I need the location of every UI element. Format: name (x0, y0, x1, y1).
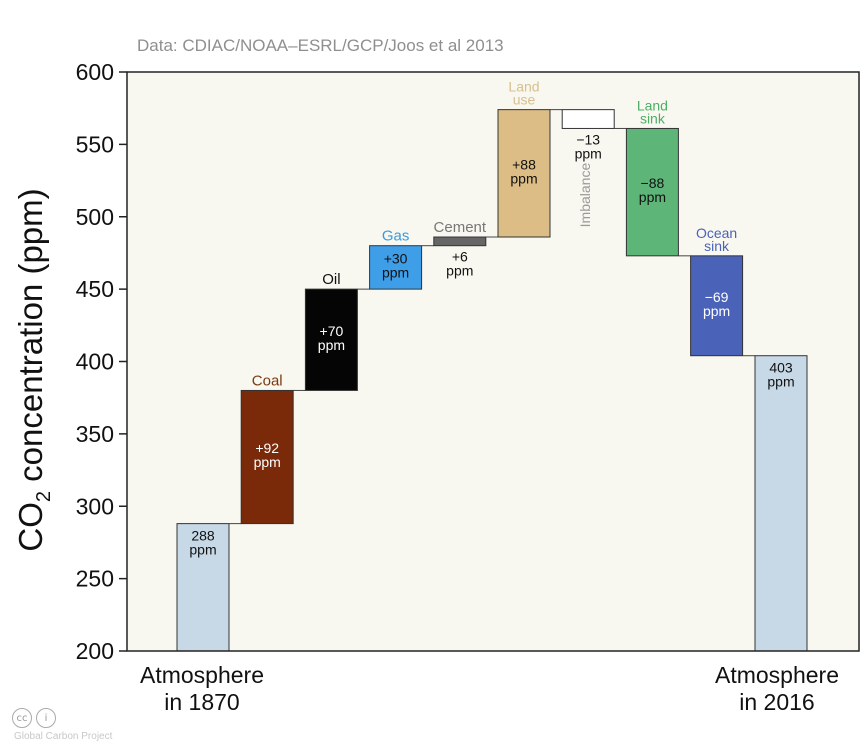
bar-category-label: Ocean sink (696, 225, 737, 254)
bar-8 (625, 127, 679, 257)
x-label-end-line1: Atmosphere (714, 662, 839, 688)
bar-value-label: 403 ppm (767, 360, 794, 390)
bars: 288 ppm +92 ppm Coal +70 ppm Oil +30 ppm Gas +6 ppm C… (176, 79, 808, 652)
y-tick-label: 600 (76, 59, 114, 85)
y-tick-label: 550 (76, 131, 114, 157)
data-source-note: Data: CDIAC/NOAA–ESRL/GCP/Joos et al 201… (137, 36, 504, 55)
bar-6 (497, 109, 551, 238)
x-label-start: Atmosphere in 1870 (119, 662, 285, 716)
bar-value-label: −88 ppm (639, 175, 666, 205)
y-tick-label: 500 (76, 204, 114, 230)
y-tick-label: 250 (76, 566, 114, 592)
bar-category-label: Oil (322, 271, 340, 288)
bar-value-label: +30 ppm (382, 250, 409, 280)
y-axis-label-main: CO (12, 502, 50, 552)
x-label-start-line1: Atmosphere (139, 662, 264, 688)
bar-3 (304, 288, 358, 391)
bar-category-label: Cement (434, 219, 487, 236)
bar-value-label: 288 ppm (189, 528, 216, 558)
bar-value-label: +88 ppm (510, 156, 537, 186)
y-tick-label: 200 (76, 638, 114, 664)
bar-7 (561, 109, 615, 129)
cc-icon: cc (12, 708, 32, 728)
y-tick-label: 400 (76, 349, 114, 375)
credit-text: Global Carbon Project (14, 731, 113, 742)
bar-category-label: Land sink (637, 97, 668, 126)
y-axis-label-subscript: 2 (32, 491, 55, 503)
bar-5 (433, 236, 487, 247)
bar-10 (754, 355, 808, 652)
x-label-start-line2: in 1870 (164, 689, 240, 715)
plot-background (127, 72, 859, 651)
y-tick-label: 300 (76, 493, 114, 519)
bar-9 (690, 255, 744, 357)
bar-category-label: Gas (382, 228, 410, 245)
bar-category-label: Imbalance (577, 163, 593, 228)
attribution-icon: i (36, 708, 56, 728)
y-tick-label: 450 (76, 276, 114, 302)
y-axis-ticks: 200 250 300 350 400 450 500 550 600 (76, 59, 127, 664)
bar-2 (240, 389, 294, 525)
y-axis-label-tail: concentration (ppm) (12, 188, 50, 492)
y-tick-label: 350 (76, 421, 114, 447)
bar-value-label: +6 ppm (446, 249, 473, 279)
bar-4 (369, 245, 423, 290)
bar-1 (176, 523, 230, 652)
plot-frame (126, 71, 860, 652)
bar-value-label: −69 ppm (703, 289, 730, 319)
creative-commons-logo: cc i (12, 708, 56, 728)
bar-value-label: +92 ppm (254, 440, 281, 470)
x-label-end: Atmosphere in 2016 (694, 662, 860, 716)
bar-category-label: Land use (508, 79, 539, 108)
bar-value-label: +70 ppm (318, 323, 345, 353)
bar-value-label: −13 ppm (575, 131, 602, 161)
x-label-end-line2: in 2016 (739, 689, 815, 715)
bar-category-label: Coal (252, 372, 283, 389)
y-axis-label: CO2 concentration (ppm) (12, 188, 56, 551)
